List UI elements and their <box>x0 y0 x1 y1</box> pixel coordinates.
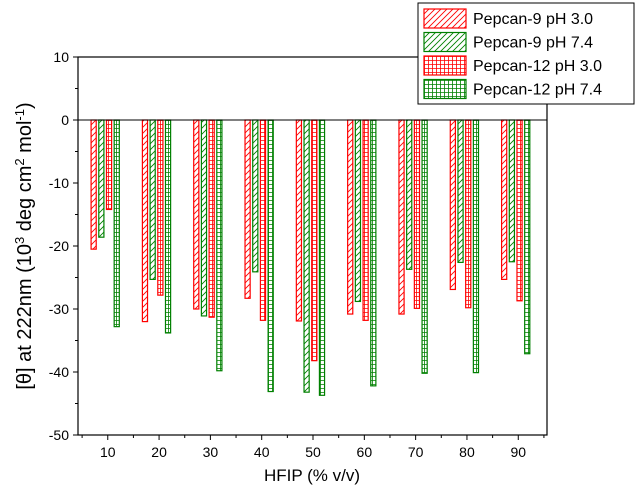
bar-series-4-60 <box>370 119 377 387</box>
bar-series-4-70 <box>421 119 428 374</box>
bar-series-1-80 <box>449 119 457 291</box>
x-axis-label: HFIP (% v/v) <box>264 466 360 485</box>
bar-series-4-20 <box>164 119 172 334</box>
x-tick-label: 10 <box>100 444 116 460</box>
bar-series-3-40 <box>259 119 267 321</box>
bar-series-1-30 <box>193 119 200 310</box>
bar-series-3-10 <box>105 119 113 211</box>
y-axis-label: [θ] at 222nm (103 deg cm2 mol-1) <box>12 102 37 389</box>
bar-series-1-40 <box>244 119 251 299</box>
bar-series-1-50 <box>295 119 303 322</box>
bars-layer <box>90 119 531 396</box>
bar-series-3-70 <box>413 119 421 309</box>
legend-swatch-3 <box>423 55 467 76</box>
y-tick-label: 10 <box>53 49 69 65</box>
y-tick-label: -40 <box>49 364 69 380</box>
bar-series-2-90 <box>508 119 516 263</box>
x-tick-label: 50 <box>305 444 321 460</box>
legend: Pepcan-9 pH 3.0 Pepcan-9 pH 7.4 Pepcan-12 … <box>417 2 635 105</box>
bar-series-1-70 <box>398 119 405 315</box>
bar-series-3-20 <box>157 119 164 296</box>
bar-series-1-20 <box>141 119 149 323</box>
y-axis-ticks: 10 0 -10 -20 -30 -40 -50 <box>49 49 78 443</box>
bar-series-2-30 <box>200 119 208 317</box>
bar-series-2-10 <box>98 119 105 238</box>
bar-series-3-60 <box>362 119 369 321</box>
bar-series-4-10 <box>113 119 120 328</box>
bar-series-2-70 <box>406 119 413 270</box>
bar-series-1-10 <box>90 119 97 250</box>
bar-series-1-90 <box>500 119 508 280</box>
bar-series-4-30 <box>216 119 223 372</box>
x-tick-label: 80 <box>459 444 475 460</box>
x-tick-label: 40 <box>254 444 270 460</box>
legend-label-3: Pepcan-12 pH 3.0 <box>473 58 602 75</box>
y-tick-label: -30 <box>49 301 69 317</box>
legend-swatch-1 <box>423 8 467 29</box>
bar-series-3-80 <box>465 119 472 309</box>
legend-label-1: Pepcan-9 pH 3.0 <box>473 11 593 28</box>
y-tick-label: -20 <box>49 238 69 254</box>
bar-series-2-40 <box>252 119 259 273</box>
bar-series-1-60 <box>347 119 354 315</box>
bar-series-4-40 <box>267 119 274 393</box>
bar-series-3-90 <box>516 119 523 302</box>
x-axis-ticks: 10 20 30 40 50 60 70 80 90 <box>81 435 545 460</box>
bar-series-3-50 <box>311 119 318 362</box>
bar-series-2-80 <box>457 119 464 263</box>
legend-swatch-2 <box>423 31 467 53</box>
x-tick-label: 70 <box>408 444 424 460</box>
y-tick-label: 0 <box>61 112 69 128</box>
bar-series-3-30 <box>208 119 215 318</box>
legend-label-4: Pepcan-12 pH 7.4 <box>473 82 602 99</box>
x-tick-label: 20 <box>151 444 167 460</box>
legend-label-2: Pepcan-9 pH 7.4 <box>473 35 593 52</box>
bar-series-4-90 <box>524 119 531 355</box>
bar-series-4-50 <box>318 119 326 396</box>
x-tick-label: 90 <box>510 444 526 460</box>
bar-series-2-20 <box>149 119 156 280</box>
bar-series-2-60 <box>354 119 362 303</box>
bar-series-4-80 <box>472 119 480 374</box>
bar-series-2-50 <box>303 119 310 393</box>
y-tick-label: -10 <box>49 175 69 191</box>
x-tick-label: 60 <box>357 444 373 460</box>
y-tick-label: -50 <box>49 427 69 443</box>
x-tick-label: 30 <box>203 444 219 460</box>
legend-swatch-4 <box>423 78 467 100</box>
